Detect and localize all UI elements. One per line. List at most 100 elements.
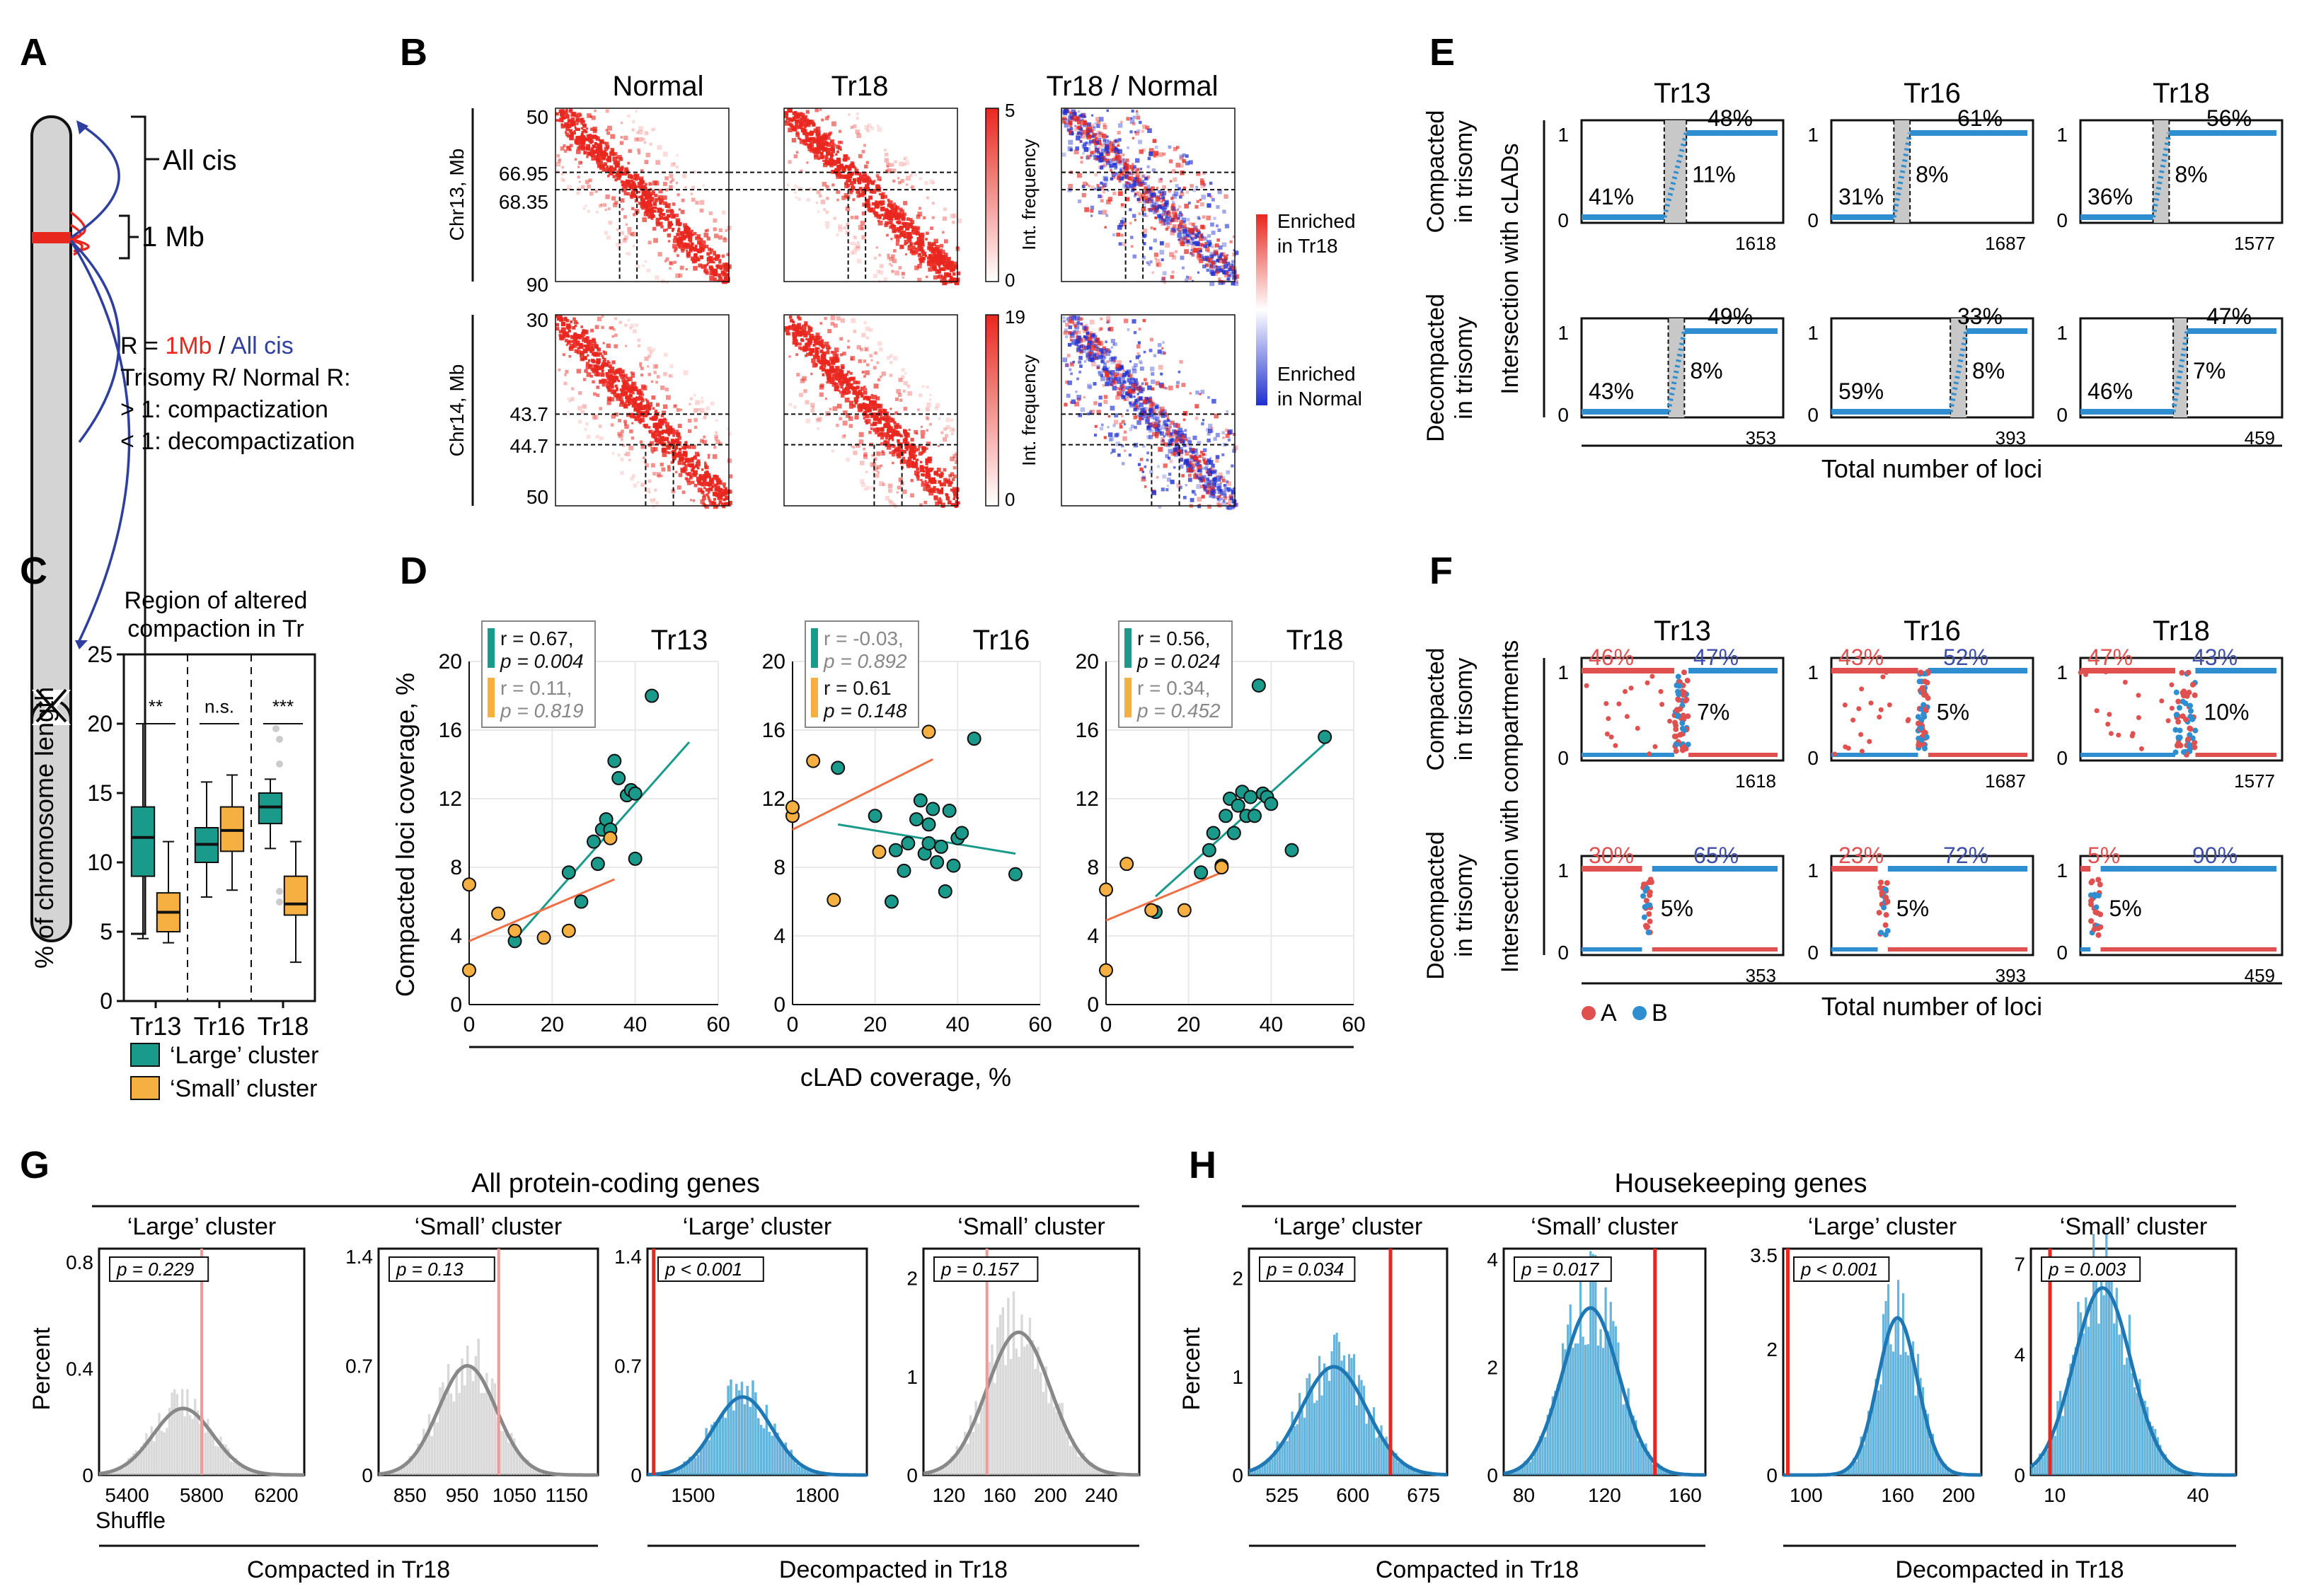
- heatmap-pixel: [1096, 366, 1100, 369]
- heatmap-pixel: [617, 379, 621, 383]
- heatmap-pixel: [1083, 129, 1088, 134]
- heatmap-pixel: [1147, 414, 1151, 417]
- heatmap-pixel: [860, 393, 864, 397]
- heatmap-pixel: [642, 202, 645, 206]
- heatmap-pixel: [1149, 396, 1153, 400]
- heatmap-pixel: [830, 381, 834, 384]
- heatmap-pixel: [891, 270, 894, 274]
- heatmap-pixel: [652, 497, 656, 502]
- heatmap-pixel: [1175, 184, 1179, 188]
- heatmap-pixel: [1160, 372, 1163, 376]
- heatmap-pixel: [1102, 383, 1105, 387]
- heatmap-pixel: [1115, 173, 1119, 176]
- heatmap-pixel: [1105, 158, 1110, 163]
- heatmap-pixel: [614, 317, 618, 320]
- heatmap-pixel: [855, 391, 860, 395]
- heatmap-pixel: [1077, 173, 1082, 178]
- heatmap-pixel: [607, 167, 612, 172]
- heatmap-pixel: [1130, 179, 1134, 183]
- heatmap-pixel: [1223, 260, 1227, 265]
- heatmap-pixel: [1133, 165, 1136, 168]
- heatmap-pixel: [906, 231, 909, 235]
- heatmap-pixel: [1184, 429, 1187, 432]
- heatmap-pixel: [886, 162, 891, 167]
- heatmap-pixel: [1141, 207, 1146, 212]
- heatmap-pixel: [635, 396, 640, 401]
- heatmap-pixel: [636, 414, 639, 417]
- heatmap-pixel: [703, 415, 707, 420]
- heatmap-pixel: [1177, 208, 1180, 211]
- heatmap-pixel: [716, 279, 719, 282]
- heatmap-pixel: [574, 324, 577, 328]
- heatmap-pixel: [1117, 379, 1121, 384]
- heatmap-pixel: [829, 376, 834, 382]
- heatmap-pixel: [1171, 432, 1174, 435]
- heatmap-pixel: [1181, 383, 1186, 388]
- heatmap-pixel: [805, 115, 808, 118]
- heatmap-pixel: [940, 248, 943, 251]
- heatmap-pixel: [859, 461, 865, 466]
- heatmap-pixel: [1164, 424, 1169, 429]
- heatmap-pixel: [875, 396, 880, 400]
- heatmap-pixel: [1112, 191, 1117, 196]
- heatmap-pixel: [1124, 172, 1128, 175]
- heatmap-pixel: [626, 184, 628, 187]
- heatmap-pixel: [591, 156, 596, 161]
- heatmap-pixel: [1077, 330, 1081, 335]
- heatmap-pixel: [1211, 258, 1214, 260]
- heatmap-pixel: [1157, 407, 1161, 411]
- heatmap-pixel: [1066, 354, 1071, 358]
- heatmap-pixel: [679, 231, 685, 236]
- heatmap-pixel: [1160, 206, 1163, 209]
- heatmap-pixel: [1151, 424, 1155, 428]
- heatmap-pixel: [1074, 328, 1079, 332]
- heatmap-pixel: [1148, 416, 1151, 419]
- heatmap-pixel: [656, 375, 660, 378]
- heatmap-pixel: [821, 362, 827, 367]
- heatmap-pixel: [669, 210, 674, 215]
- heatmap-pixel: [702, 479, 707, 483]
- heatmap-pixel: [1231, 260, 1235, 264]
- heatmap-pixel: [920, 255, 923, 259]
- heatmap-pixel: [931, 202, 935, 205]
- heatmap-pixel: [596, 146, 599, 150]
- heatmap-pixel: [1214, 253, 1217, 256]
- heatmap-pixel: [1079, 345, 1083, 348]
- heatmap-pixel: [1083, 395, 1086, 399]
- heatmap-pixel: [792, 116, 796, 120]
- heatmap-pixel: [1194, 237, 1197, 240]
- heatmap-pixel: [863, 391, 868, 395]
- heatmap-pixel: [677, 461, 682, 466]
- heatmap-pixel: [683, 466, 688, 471]
- heatmap-pixel: [946, 479, 949, 482]
- heatmap-pixel: [894, 424, 898, 429]
- heatmap-pixel: [1152, 408, 1157, 413]
- heatmap-pixel: [623, 171, 628, 176]
- heatmap-pixel: [1147, 208, 1151, 211]
- heatmap-pixel: [919, 258, 923, 261]
- heatmap-pixel: [847, 345, 851, 349]
- heatmap-pixel: [626, 395, 631, 400]
- heatmap-pixel: [1123, 398, 1127, 401]
- heatmap-pixel: [817, 210, 820, 213]
- heatmap-pixel: [1163, 422, 1165, 425]
- heatmap-pixel: [834, 386, 839, 392]
- heatmap-pixel: [607, 125, 612, 131]
- heatmap-pixel: [1122, 183, 1128, 189]
- heatmap-pixel: [1092, 150, 1096, 154]
- heatmap-pixel: [1220, 475, 1223, 478]
- heatmap-pixel: [1112, 343, 1115, 346]
- heatmap-pixel: [1165, 227, 1168, 231]
- heatmap-pixel: [1113, 148, 1119, 154]
- heatmap-pixel: [1211, 197, 1215, 202]
- heatmap-pixel: [645, 207, 650, 212]
- heatmap-pixel: [1064, 363, 1069, 367]
- heatmap-pixel: [808, 139, 812, 143]
- heatmap-pixel: [798, 119, 802, 123]
- heatmap-pixel: [1115, 155, 1120, 160]
- heatmap-pixel: [667, 465, 671, 469]
- heatmap-pixel: [1182, 418, 1186, 422]
- heatmap-pixel: [873, 274, 878, 279]
- heatmap-pixel: [1216, 265, 1221, 271]
- heatmap-pixel: [682, 243, 687, 248]
